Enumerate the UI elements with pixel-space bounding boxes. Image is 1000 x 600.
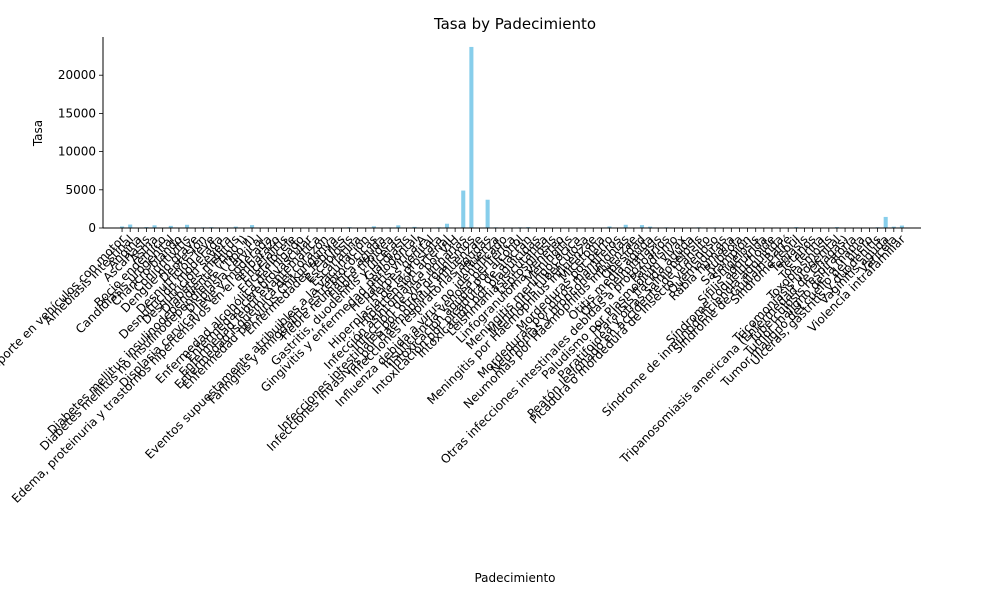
bar xyxy=(250,225,255,228)
bar xyxy=(623,224,628,228)
bar xyxy=(639,225,645,228)
bar xyxy=(120,226,125,228)
bar xyxy=(168,225,173,228)
bar xyxy=(607,226,612,228)
bar xyxy=(883,216,888,228)
bar xyxy=(371,226,376,228)
y-tick-label: 20000 xyxy=(58,68,96,82)
bar xyxy=(469,46,474,229)
x-ticks: Accidentes de transporte en vehículos co… xyxy=(0,228,908,506)
x-axis-label: Padecimiento xyxy=(474,571,555,585)
bar xyxy=(412,226,417,228)
bar xyxy=(233,226,238,228)
y-axis-label: Tasa xyxy=(31,120,45,147)
bars-group xyxy=(120,46,904,229)
bar xyxy=(185,224,190,228)
y-tick-label: 15000 xyxy=(58,106,96,120)
bar xyxy=(128,224,133,228)
bar xyxy=(461,190,466,228)
bar xyxy=(396,225,401,228)
bar xyxy=(152,225,157,228)
bar xyxy=(444,223,450,228)
bar xyxy=(899,225,904,228)
y-tick-label: 5000 xyxy=(65,183,96,197)
bar xyxy=(891,226,896,228)
y-ticks: 0 5000 10000 15000 20000 xyxy=(58,68,103,235)
bar xyxy=(648,226,653,228)
bar xyxy=(485,199,490,228)
y-tick-label: 0 xyxy=(88,221,96,235)
chart-title: Tasa by Padecimiento xyxy=(433,15,596,33)
y-tick-label: 10000 xyxy=(58,145,96,159)
